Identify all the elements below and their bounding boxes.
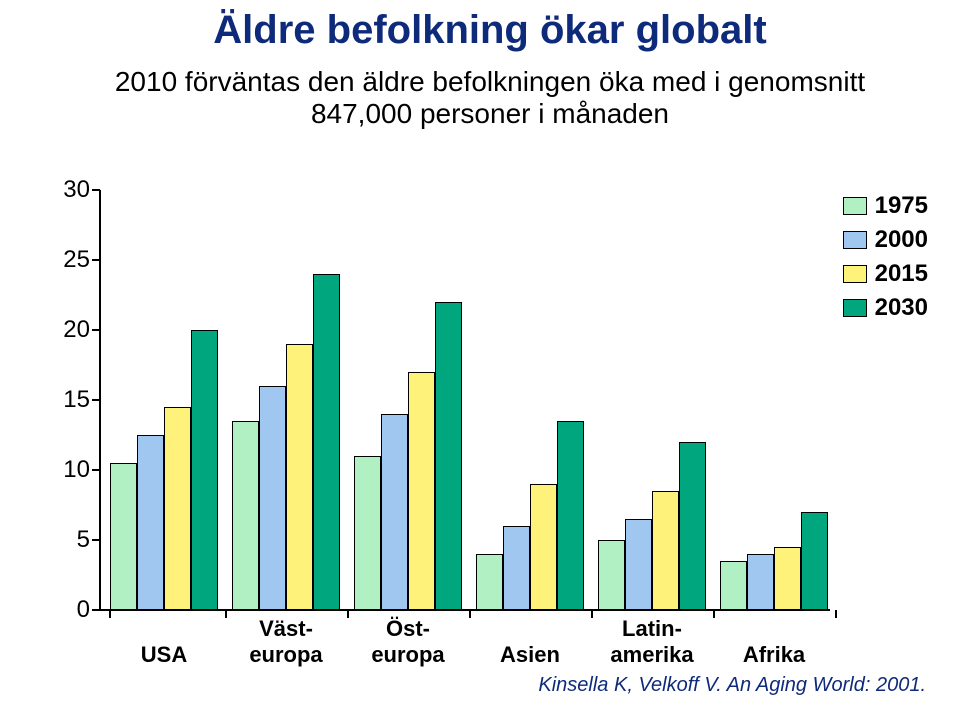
legend-label: 2015 <box>875 260 928 288</box>
subtitle-line2: 847,000 personer i månaden <box>311 98 669 129</box>
bar-group: USA <box>110 190 218 610</box>
bar <box>801 512 828 610</box>
bar <box>137 435 164 610</box>
x-tick <box>835 610 837 618</box>
y-tick <box>92 399 100 401</box>
bar <box>191 330 218 610</box>
y-tick <box>92 469 100 471</box>
bar <box>354 456 381 610</box>
bar <box>530 484 557 610</box>
category-label: Afrika <box>704 642 844 668</box>
bar <box>435 302 462 610</box>
bar <box>652 491 679 610</box>
bar <box>164 407 191 610</box>
y-tick <box>92 259 100 261</box>
bar <box>557 421 584 610</box>
y-tick <box>92 189 100 191</box>
category-label: Asien <box>460 642 600 668</box>
legend-swatch <box>843 197 867 215</box>
legend-swatch <box>843 231 867 249</box>
bar-group: Öst- europa <box>354 190 462 610</box>
y-tick <box>92 539 100 541</box>
bar <box>381 414 408 610</box>
legend-item: 2000 <box>843 226 928 254</box>
y-tick-label: 0 <box>50 596 90 624</box>
y-tick-label: 5 <box>50 526 90 554</box>
source-citation: Kinsella K, Velkoff V. An Aging World: 2… <box>538 674 926 697</box>
legend-swatch <box>843 299 867 317</box>
y-tick-label: 10 <box>50 456 90 484</box>
y-tick <box>92 609 100 611</box>
bar <box>679 442 706 610</box>
y-tick-label: 15 <box>50 386 90 414</box>
y-tick-label: 25 <box>50 246 90 274</box>
slide-root: { "title": { "text": "Äldre befolkning ö… <box>0 0 960 709</box>
bar-group: Latin- amerika <box>598 190 706 610</box>
bar-group: Asien <box>476 190 584 610</box>
category-label: USA <box>94 642 234 668</box>
bar <box>286 344 313 610</box>
bar <box>313 274 340 610</box>
legend-swatch <box>843 265 867 283</box>
slide-subtitle: 2010 förväntas den äldre befolkningen ök… <box>60 66 920 130</box>
bar-group: Afrika <box>720 190 828 610</box>
bar <box>625 519 652 610</box>
category-label: Latin- amerika <box>582 616 722 668</box>
bar <box>747 554 774 610</box>
bar <box>598 540 625 610</box>
bar <box>774 547 801 610</box>
bar <box>720 561 747 610</box>
legend: 1975 2000 2015 2030 <box>843 192 928 328</box>
bar-group: Väst- europa <box>232 190 340 610</box>
y-tick-label: 30 <box>50 176 90 204</box>
y-tick-label: 20 <box>50 316 90 344</box>
y-tick <box>92 329 100 331</box>
legend-label: 2030 <box>875 294 928 322</box>
category-label: Väst- europa <box>216 616 356 668</box>
subtitle-line1: 2010 förväntas den äldre befolkningen ök… <box>115 66 865 97</box>
bar <box>503 526 530 610</box>
legend-label: 1975 <box>875 192 928 220</box>
bar <box>110 463 137 610</box>
legend-label: 2000 <box>875 226 928 254</box>
bar <box>476 554 503 610</box>
legend-item: 2030 <box>843 294 928 322</box>
bar <box>408 372 435 610</box>
x-tick <box>109 610 111 618</box>
bar <box>259 386 286 610</box>
legend-item: 2015 <box>843 260 928 288</box>
bar-chart: 051015202530USAVäst- europaÖst- europaAs… <box>100 190 830 610</box>
category-label: Öst- europa <box>338 616 478 668</box>
legend-item: 1975 <box>843 192 928 220</box>
bar <box>232 421 259 610</box>
slide-title: Äldre befolkning ökar globalt <box>60 8 920 53</box>
